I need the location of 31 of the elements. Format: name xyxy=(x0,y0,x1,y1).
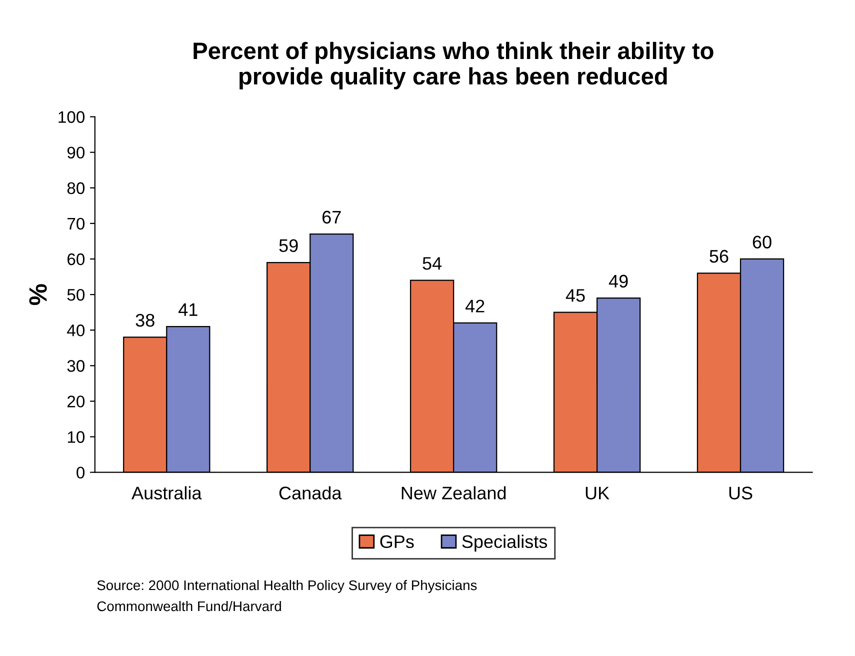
source-note: Source: 2000 International Health Policy Survey of Physicians Commonwealth Fund/Harvard xyxy=(97,580,477,612)
y-tick-label: 20 xyxy=(67,396,85,408)
x-tick-label: Australia xyxy=(132,486,202,500)
data-label: 56 xyxy=(710,250,728,263)
data-label: 67 xyxy=(322,210,341,224)
data-label: 54 xyxy=(422,257,442,270)
x-tick-label: UK xyxy=(586,486,610,500)
y-tick-label: 70 xyxy=(68,218,85,230)
y-tick-label: 50 xyxy=(67,288,85,301)
y-tick-label: 100 xyxy=(58,111,85,123)
chart-title: Percent of physicians who think their ability to provide quality care has been reduced xyxy=(194,42,714,90)
y-tick-label: 80 xyxy=(67,182,85,194)
y-tick-label: 10 xyxy=(68,431,85,443)
data-label: 38 xyxy=(136,314,154,327)
x-tick-label: New Zealand xyxy=(402,486,506,500)
x-tick-label: Canada xyxy=(279,486,342,500)
data-label: 59 xyxy=(279,239,298,252)
data-label: 49 xyxy=(608,274,628,288)
x-tick-label: US xyxy=(729,486,752,500)
data-label: 42 xyxy=(465,300,484,312)
data-label: 45 xyxy=(566,289,585,302)
y-tick-label: 0 xyxy=(76,466,85,479)
y-tick-label: 60 xyxy=(67,253,85,266)
y-axis-title: % xyxy=(29,284,47,306)
y-tick-label: 30 xyxy=(67,360,85,372)
legend-label: GPs xyxy=(380,535,414,548)
data-label: 41 xyxy=(178,303,198,316)
y-tick-label: 90 xyxy=(67,146,85,159)
y-tick-label: 40 xyxy=(67,324,85,336)
data-label: 60 xyxy=(752,236,772,248)
legend-label: Specialists xyxy=(462,534,548,552)
